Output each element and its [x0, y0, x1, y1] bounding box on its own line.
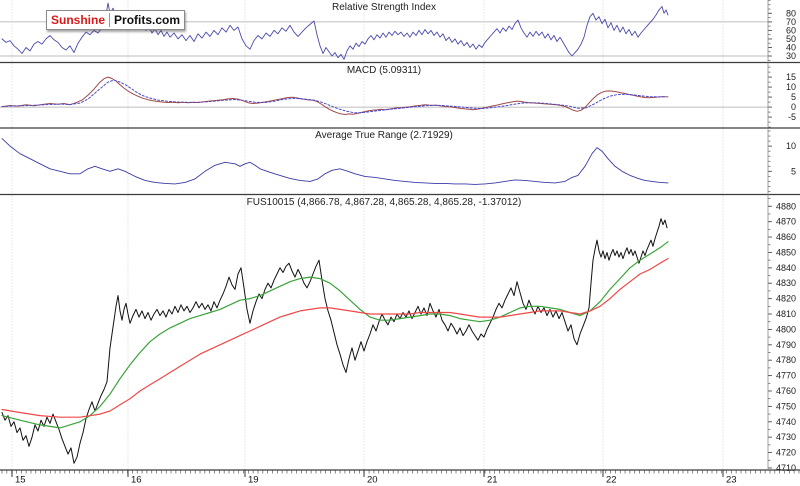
svg-text:4710: 4710: [776, 463, 796, 473]
svg-text:4750: 4750: [776, 401, 796, 411]
svg-text:15: 15: [15, 475, 26, 486]
svg-text:4730: 4730: [776, 432, 796, 442]
logo-part-profits: Profits.com: [114, 13, 181, 27]
svg-text:4820: 4820: [776, 294, 796, 304]
svg-text:4810: 4810: [776, 309, 796, 319]
svg-text:4740: 4740: [776, 417, 796, 427]
svg-text:80: 80: [786, 8, 796, 18]
svg-text:4770: 4770: [776, 371, 796, 381]
svg-text:10: 10: [786, 141, 796, 151]
svg-text:-5: -5: [788, 112, 796, 122]
svg-text:4840: 4840: [776, 263, 796, 273]
svg-text:21: 21: [487, 475, 498, 486]
svg-text:5: 5: [791, 92, 796, 102]
svg-text:4830: 4830: [776, 278, 796, 288]
svg-text:15: 15: [786, 72, 796, 82]
svg-text:22: 22: [606, 475, 617, 486]
svg-text:70: 70: [786, 17, 796, 27]
svg-text:30: 30: [786, 51, 796, 61]
svg-text:4880: 4880: [776, 201, 796, 211]
svg-text:4860: 4860: [776, 232, 796, 242]
sunshineprofits-logo: Sunshine Profits.com: [46, 10, 186, 30]
svg-text:4790: 4790: [776, 340, 796, 350]
svg-text:5: 5: [791, 166, 796, 176]
svg-text:16: 16: [131, 475, 142, 486]
svg-text:4850: 4850: [776, 247, 796, 257]
svg-text:60: 60: [786, 25, 796, 35]
logo-part-sunshine: Sunshine: [51, 13, 111, 27]
svg-text:0: 0: [791, 102, 796, 112]
svg-text:4800: 4800: [776, 324, 796, 334]
svg-text:50: 50: [786, 34, 796, 44]
svg-text:20: 20: [367, 475, 378, 486]
svg-text:4760: 4760: [776, 386, 796, 396]
svg-text:4720: 4720: [776, 448, 796, 458]
svg-text:23: 23: [726, 475, 737, 486]
svg-text:40: 40: [786, 42, 796, 52]
svg-text:19: 19: [248, 475, 259, 486]
svg-text:4780: 4780: [776, 355, 796, 365]
svg-text:4870: 4870: [776, 217, 796, 227]
svg-text:10: 10: [786, 82, 796, 92]
